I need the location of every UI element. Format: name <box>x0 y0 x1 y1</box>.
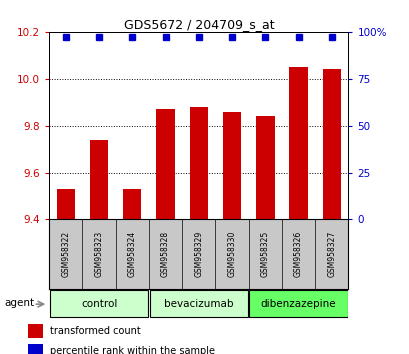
Text: GSM958330: GSM958330 <box>227 231 236 277</box>
Text: agent: agent <box>4 298 34 308</box>
FancyBboxPatch shape <box>149 290 247 318</box>
Text: bevacizumab: bevacizumab <box>164 298 233 309</box>
FancyBboxPatch shape <box>249 290 347 318</box>
Bar <box>289 67 307 219</box>
Title: GDS5672 / 204709_s_at: GDS5672 / 204709_s_at <box>123 18 274 31</box>
Bar <box>56 189 75 219</box>
Bar <box>123 189 141 219</box>
Bar <box>28 324 43 338</box>
Text: GSM958323: GSM958323 <box>94 231 103 277</box>
Text: transformed count: transformed count <box>50 326 140 336</box>
Bar <box>90 140 108 219</box>
Text: control: control <box>81 298 117 309</box>
Bar <box>189 107 207 219</box>
Text: GSM958328: GSM958328 <box>161 231 170 277</box>
Text: GSM958329: GSM958329 <box>194 231 203 277</box>
FancyBboxPatch shape <box>50 290 148 318</box>
Bar <box>322 69 340 219</box>
Bar <box>222 112 240 219</box>
Text: dibenzazepine: dibenzazepine <box>260 298 336 309</box>
Text: GSM958322: GSM958322 <box>61 231 70 277</box>
Text: GSM958327: GSM958327 <box>326 231 335 277</box>
Bar <box>256 116 274 219</box>
Text: percentile rank within the sample: percentile rank within the sample <box>50 346 214 354</box>
Bar <box>156 109 174 219</box>
Text: GSM958325: GSM958325 <box>260 231 269 277</box>
Text: GSM958326: GSM958326 <box>293 231 302 277</box>
Bar <box>28 344 43 354</box>
Text: GSM958324: GSM958324 <box>128 231 137 277</box>
